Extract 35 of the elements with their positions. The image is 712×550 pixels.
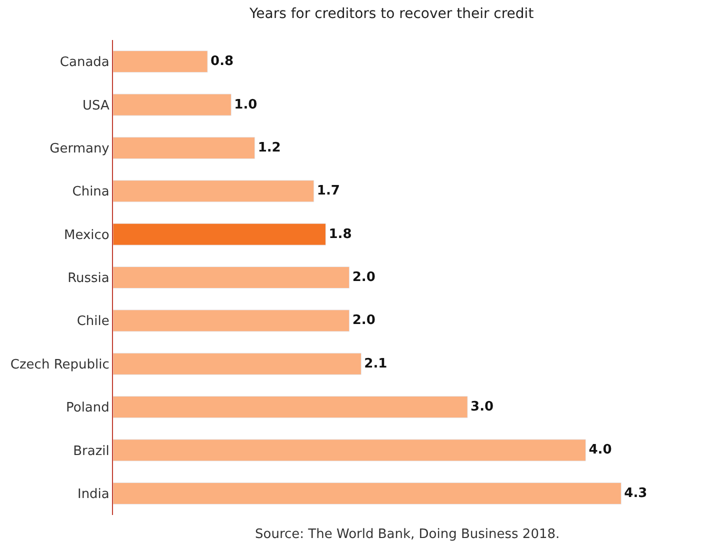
bar — [113, 136, 256, 159]
y-tick-label: China — [72, 184, 110, 200]
y-tick-label: Chile — [76, 314, 110, 330]
bar — [113, 352, 362, 375]
bar — [113, 94, 232, 116]
data-label: 2.0 — [352, 313, 376, 328]
bar — [113, 310, 350, 332]
y-tick-label: Germany — [50, 142, 110, 156]
chart-title: Years for creditors to recover their credit — [248, 6, 534, 22]
y-tick-label: Brazil — [73, 444, 110, 459]
y-tick-label: USA — [82, 98, 110, 114]
data-label: 1.8 — [328, 226, 352, 242]
bar — [113, 266, 350, 289]
data-label: 2.0 — [352, 270, 376, 285]
data-label: 1.7 — [316, 184, 340, 199]
y-tick-label: Mexico — [64, 228, 110, 243]
bar — [113, 180, 314, 202]
bar — [113, 223, 326, 246]
y-tick-label: Canada — [60, 55, 110, 70]
y-tick-label: Russia — [68, 271, 110, 286]
bar — [113, 396, 468, 418]
data-label: 3.0 — [470, 400, 494, 415]
y-tick-label: Czech Republic — [10, 357, 110, 372]
data-label: 1.0 — [234, 97, 258, 112]
data-label: 1.2 — [258, 140, 281, 156]
y-tick-label: India — [77, 486, 110, 502]
data-label: 4.0 — [588, 442, 612, 458]
data-label: 2.1 — [364, 356, 388, 372]
bar — [113, 439, 586, 462]
source-note: Source: The World Bank, Doing Business 2018. — [255, 527, 560, 542]
bar — [113, 50, 208, 73]
data-label: 0.8 — [210, 54, 234, 70]
data-label: 4.3 — [624, 486, 648, 501]
y-tick-label: Poland — [66, 400, 110, 416]
bar — [113, 482, 622, 504]
